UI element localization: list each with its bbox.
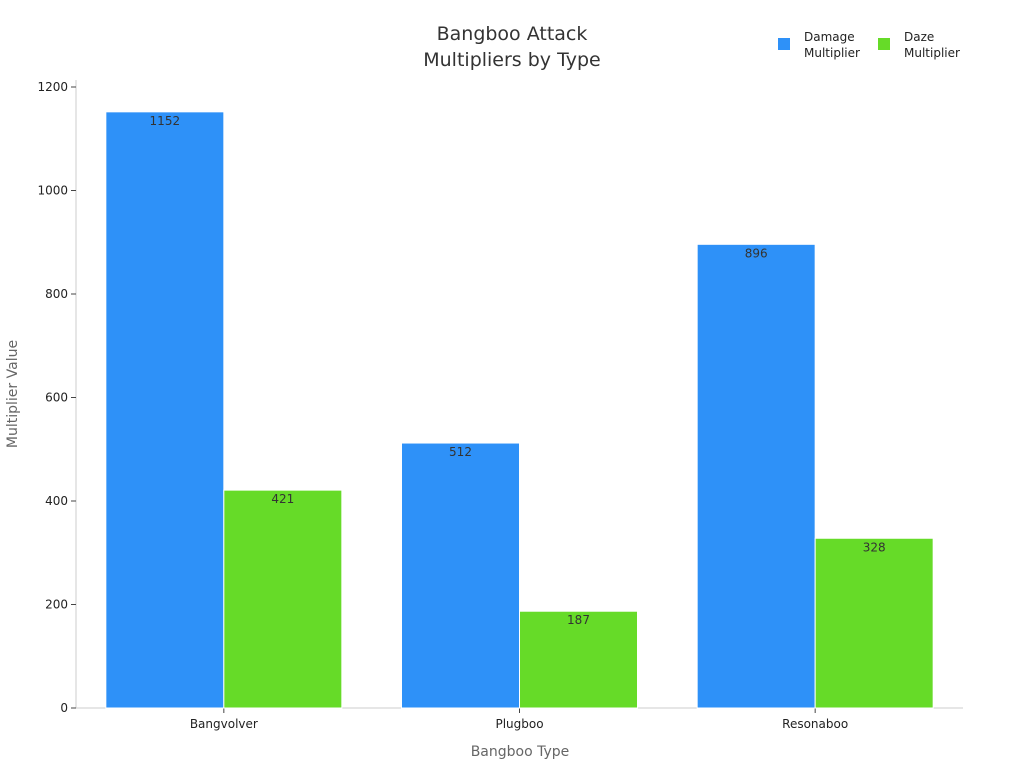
bar-value-label: 187: [567, 613, 590, 627]
y-axis-title: Multiplier Value: [5, 340, 21, 448]
chart-title-line-1: Bangboo Attack: [437, 23, 588, 45]
bar-daze-bangvolver: [223, 489, 343, 709]
bar-value-label: 512: [449, 445, 472, 459]
legend-label-damage-line-1: Damage: [804, 30, 855, 44]
legend-swatch-daze: [878, 38, 890, 50]
y-tick-label: 400: [45, 494, 68, 508]
value-labels-group: 1152 421 512 187 896 328: [150, 114, 886, 627]
bar-value-label: 328: [863, 540, 886, 554]
x-axis-title: Bangboo Type: [471, 744, 570, 760]
legend: Damage Multiplier Daze Multiplier: [778, 30, 960, 60]
legend-label-damage-line-2: Multiplier: [804, 46, 860, 60]
y-tick-label: 800: [45, 287, 68, 301]
x-tick-label: Plugboo: [495, 717, 543, 731]
legend-swatch-damage: [778, 38, 790, 50]
y-tick-label: 600: [45, 391, 68, 405]
bar-damage-plugboo: [401, 442, 520, 709]
x-tick-label: Bangvolver: [190, 717, 258, 731]
y-tick-label: 200: [45, 598, 68, 612]
bar-value-label: 1152: [150, 114, 181, 128]
y-axis: 0 200 400 600 800 1000 1200: [37, 80, 77, 715]
bars-group: [105, 111, 934, 709]
chart-title-line-2: Multipliers by Type: [423, 49, 601, 71]
bar-value-label: 896: [745, 246, 768, 260]
chart-title: Bangboo Attack Multipliers by Type: [423, 23, 601, 71]
x-axis: Bangvolver Plugboo Resonaboo: [76, 707, 963, 731]
bar-damage-resonaboo: [696, 243, 816, 709]
y-tick-label: 1000: [37, 184, 68, 198]
y-tick-label: 0: [60, 701, 68, 715]
x-tick-label: Resonaboo: [782, 717, 848, 731]
bar-damage-bangvolver: [105, 111, 225, 709]
legend-label-daze-line-2: Multiplier: [904, 46, 960, 60]
bar-value-label: 421: [271, 492, 294, 506]
bar-daze-plugboo: [519, 610, 638, 709]
legend-label-daze-line-1: Daze: [904, 30, 934, 44]
y-tick-label: 1200: [37, 80, 68, 94]
bar-daze-resonaboo: [814, 537, 934, 709]
